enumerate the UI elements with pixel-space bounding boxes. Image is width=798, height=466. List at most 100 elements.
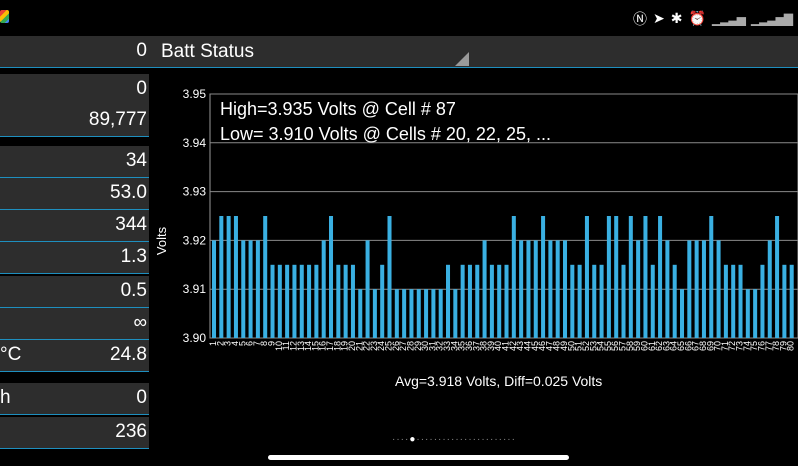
bar — [614, 216, 619, 338]
readout-value: 344 — [115, 214, 147, 235]
x-tick-label: 40 — [493, 341, 503, 351]
status-bar: Ⓝ ➤ ✱ ⏰ ▁▂▃▅ ▁▂▃▅▇ — [0, 0, 798, 36]
bar — [775, 216, 780, 338]
bar — [453, 289, 458, 338]
x-tick-label: 72 — [727, 341, 737, 351]
x-tick-label: 19 — [340, 341, 350, 351]
high-annotation: High=3.935 Volts @ Cell # 87 — [220, 99, 456, 119]
x-tick-label: 2 — [215, 341, 225, 346]
bar — [687, 240, 692, 338]
system-status-icons: Ⓝ ➤ ✱ ⏰ ▁▂▃▅ ▁▂▃▅▇ — [633, 9, 793, 29]
y-tick-label: 3.91 — [183, 282, 207, 296]
bar — [555, 240, 560, 338]
bluetooth-icon: ✱ — [670, 11, 683, 27]
bar — [299, 264, 304, 338]
x-tick-label: 27 — [398, 341, 408, 351]
bar — [365, 240, 370, 338]
x-tick-label: 62 — [654, 341, 664, 351]
x-tick-label: 37 — [471, 341, 481, 351]
x-tick-label: 57 — [618, 341, 628, 351]
x-tick-label: 36 — [464, 341, 474, 351]
bar — [446, 264, 451, 338]
y-axis-label: Volts — [154, 226, 169, 255]
x-tick-label: 33 — [442, 341, 452, 351]
readout-value: ∞ — [133, 312, 147, 333]
bar — [336, 264, 341, 338]
readout-row: 1.3 — [0, 242, 149, 274]
bar — [504, 264, 509, 338]
bar — [350, 264, 355, 338]
dropdown-title: Batt Status — [161, 41, 254, 62]
x-tick-label: 15 — [310, 341, 320, 351]
bar — [460, 264, 465, 338]
x-tick-label: 39 — [486, 341, 496, 351]
bar — [650, 264, 655, 338]
bar — [343, 264, 348, 338]
cell-voltage-chart: 3.90 3.91 3.92 3.93 3.94 3.95 Volts 1 2 3 4 5 6 7 8 9 10… — [149, 68, 798, 398]
y-tick-label: 3.94 — [183, 136, 207, 150]
readout-unit: °C — [0, 344, 22, 365]
chart-footer: Avg=3.918 Volts, Diff=0.025 Volts — [395, 373, 603, 389]
bar — [694, 240, 699, 338]
bar — [599, 264, 604, 338]
bar — [285, 264, 290, 338]
bar — [709, 216, 714, 338]
x-tick-label: 21 — [354, 341, 364, 351]
x-tick-label: 46 — [537, 341, 547, 351]
x-tick-label: 51 — [574, 341, 584, 351]
bar — [628, 216, 633, 338]
bar — [665, 240, 670, 338]
y-tick-label: 3.93 — [183, 185, 207, 199]
bar — [329, 216, 334, 338]
x-tick-label: 69 — [705, 341, 715, 351]
x-tick-label: 68 — [698, 341, 708, 351]
app-notification-icon — [0, 10, 9, 23]
signal-icon: ▁▂▃▅ — [711, 12, 746, 26]
bar — [402, 289, 407, 338]
readout-value: 0 — [136, 40, 147, 61]
x-tick-label: 48 — [552, 341, 562, 351]
x-tick-label: 8 — [259, 341, 269, 346]
bar — [636, 240, 641, 338]
x-tick-label: 64 — [669, 341, 679, 351]
page-dots: ······················· — [416, 434, 516, 445]
x-tick-label: 16 — [318, 341, 328, 351]
bar — [760, 264, 765, 338]
x-tick-label: 73 — [735, 341, 745, 351]
readout-value: 1.3 — [120, 246, 147, 267]
bar — [577, 264, 582, 338]
bar — [511, 216, 516, 338]
bar — [380, 264, 385, 338]
bar — [263, 216, 268, 338]
x-tick-label: 79 — [778, 341, 788, 351]
bar — [738, 264, 743, 338]
readout-value: 0 — [136, 78, 147, 99]
x-tick-label: 59 — [632, 341, 642, 351]
x-tick-label: 61 — [647, 341, 657, 351]
x-tick-label: 78 — [771, 341, 781, 351]
x-tick-label: 1 — [208, 341, 218, 346]
page-indicator: ····●······················· — [392, 434, 516, 445]
x-tick-label: 3 — [223, 341, 233, 346]
bar — [789, 264, 794, 338]
signal-icon: ▁▂▃▅▇ — [750, 12, 793, 26]
x-tick-label: 18 — [332, 341, 342, 351]
x-tick-label: 23 — [369, 341, 379, 351]
x-tick-label: 45 — [530, 341, 540, 351]
page-dots: ···· — [392, 434, 410, 445]
x-tick-label: 38 — [479, 341, 489, 351]
dropdown-corner-icon — [455, 52, 469, 66]
y-tick-label: 3.92 — [183, 233, 207, 247]
gesture-nav-bar[interactable] — [268, 455, 569, 460]
bar — [680, 289, 685, 338]
bar — [584, 216, 589, 338]
x-tick-label: 24 — [376, 341, 386, 351]
batt-status-dropdown[interactable]: Batt Status — [149, 36, 798, 68]
x-tick-label: 26 — [391, 341, 401, 351]
readout-label: h — [0, 387, 11, 408]
bar — [307, 264, 312, 338]
bar — [241, 240, 246, 338]
bar — [475, 264, 480, 338]
x-tick-label: 5 — [237, 341, 247, 346]
x-tick-label: 17 — [325, 341, 335, 351]
